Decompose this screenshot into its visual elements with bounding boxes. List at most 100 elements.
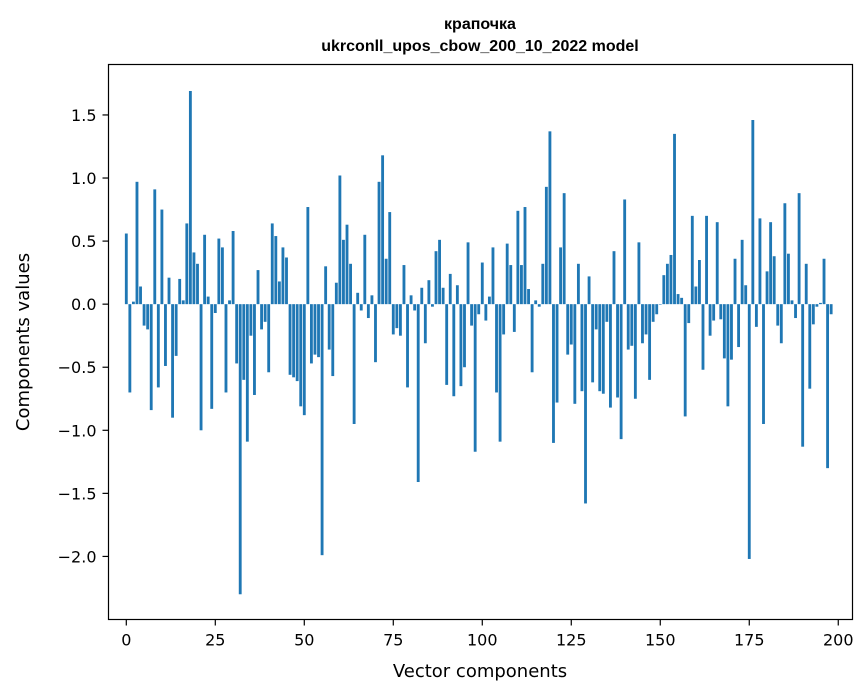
y-tick-label: 1.5: [71, 106, 96, 125]
bar: [801, 304, 805, 447]
bar: [306, 207, 310, 305]
bar: [402, 265, 406, 305]
bar: [342, 239, 345, 305]
bar: [826, 304, 830, 469]
bar: [470, 304, 474, 326]
bar: [665, 263, 669, 305]
bar: [733, 258, 737, 305]
bar: [384, 258, 388, 305]
bar: [701, 304, 705, 370]
bar: [480, 262, 484, 305]
bar: [487, 296, 491, 305]
bar: [256, 270, 260, 305]
bar: [345, 224, 349, 305]
bar: [210, 304, 214, 409]
bar: [797, 193, 801, 305]
bar: [324, 266, 328, 305]
bar: [633, 304, 637, 399]
bar: [445, 304, 449, 385]
bar: [135, 181, 139, 305]
bar: [719, 304, 723, 320]
chart-title: крапочка: [444, 16, 516, 33]
bar: [178, 278, 182, 305]
x-tick-label: 75: [383, 631, 403, 650]
bar: [374, 304, 377, 363]
bar: [285, 257, 288, 305]
bar: [317, 304, 320, 358]
bar: [573, 304, 577, 404]
bar: [758, 218, 762, 305]
bar: [477, 304, 481, 315]
bar: [520, 265, 523, 305]
bar: [299, 304, 303, 407]
bar: [352, 304, 356, 424]
bar: [730, 304, 733, 360]
bar: [395, 304, 399, 329]
bar: [544, 186, 548, 305]
bar: [160, 209, 164, 305]
bar: [388, 212, 392, 305]
bar: [509, 265, 513, 305]
bar: [196, 263, 199, 305]
bar: [548, 131, 552, 305]
bar: [815, 304, 819, 307]
bar: [363, 234, 367, 305]
bar: [313, 304, 317, 355]
bar: [131, 301, 135, 305]
bar: [409, 295, 413, 305]
bar: [769, 222, 773, 305]
bar: [698, 260, 701, 305]
bar: [726, 304, 730, 407]
bar: [669, 254, 673, 305]
bar: [498, 304, 502, 442]
bar: [804, 263, 808, 305]
bar: [587, 276, 591, 305]
bar: [530, 304, 534, 373]
bar: [192, 252, 196, 305]
bar: [537, 304, 541, 307]
bar: [516, 210, 520, 305]
bar: [559, 247, 563, 305]
bar: [655, 304, 659, 315]
bar: [438, 239, 441, 305]
bar: [270, 223, 274, 305]
bar: [776, 304, 780, 326]
bar: [594, 304, 598, 330]
bar: [164, 304, 167, 366]
bar: [737, 304, 741, 348]
bar: [206, 296, 210, 305]
bar: [680, 297, 684, 305]
bar: [612, 251, 616, 305]
bar: [188, 90, 192, 305]
x-tick-label: 200: [823, 631, 854, 650]
bar: [648, 304, 652, 380]
bar: [502, 304, 506, 335]
bar: [505, 243, 509, 305]
y-tick-label: −0.5: [58, 358, 97, 377]
y-tick-label: −1.5: [58, 484, 97, 503]
bar: [338, 175, 342, 305]
bar: [217, 238, 221, 305]
chart-subtitle: ukrconll_upos_cbow_200_10_2022 model: [321, 38, 638, 55]
bar: [712, 304, 716, 321]
bar: [562, 193, 566, 305]
bar: [156, 304, 160, 388]
bar: [762, 304, 765, 424]
bar: [431, 304, 434, 307]
plot-frame: [107, 63, 854, 621]
bar: [463, 304, 466, 368]
bar: [427, 280, 431, 305]
bar: [263, 304, 267, 322]
bar: [128, 304, 132, 393]
bar: [787, 253, 790, 305]
bar: [181, 300, 185, 305]
bar: [658, 304, 662, 305]
bar: [249, 304, 253, 336]
bar: [694, 286, 698, 305]
bar: [794, 304, 797, 319]
bar: [527, 289, 530, 305]
bar: [630, 304, 634, 346]
bar: [146, 304, 150, 330]
bars-group: [124, 90, 833, 595]
bar: [167, 277, 171, 305]
